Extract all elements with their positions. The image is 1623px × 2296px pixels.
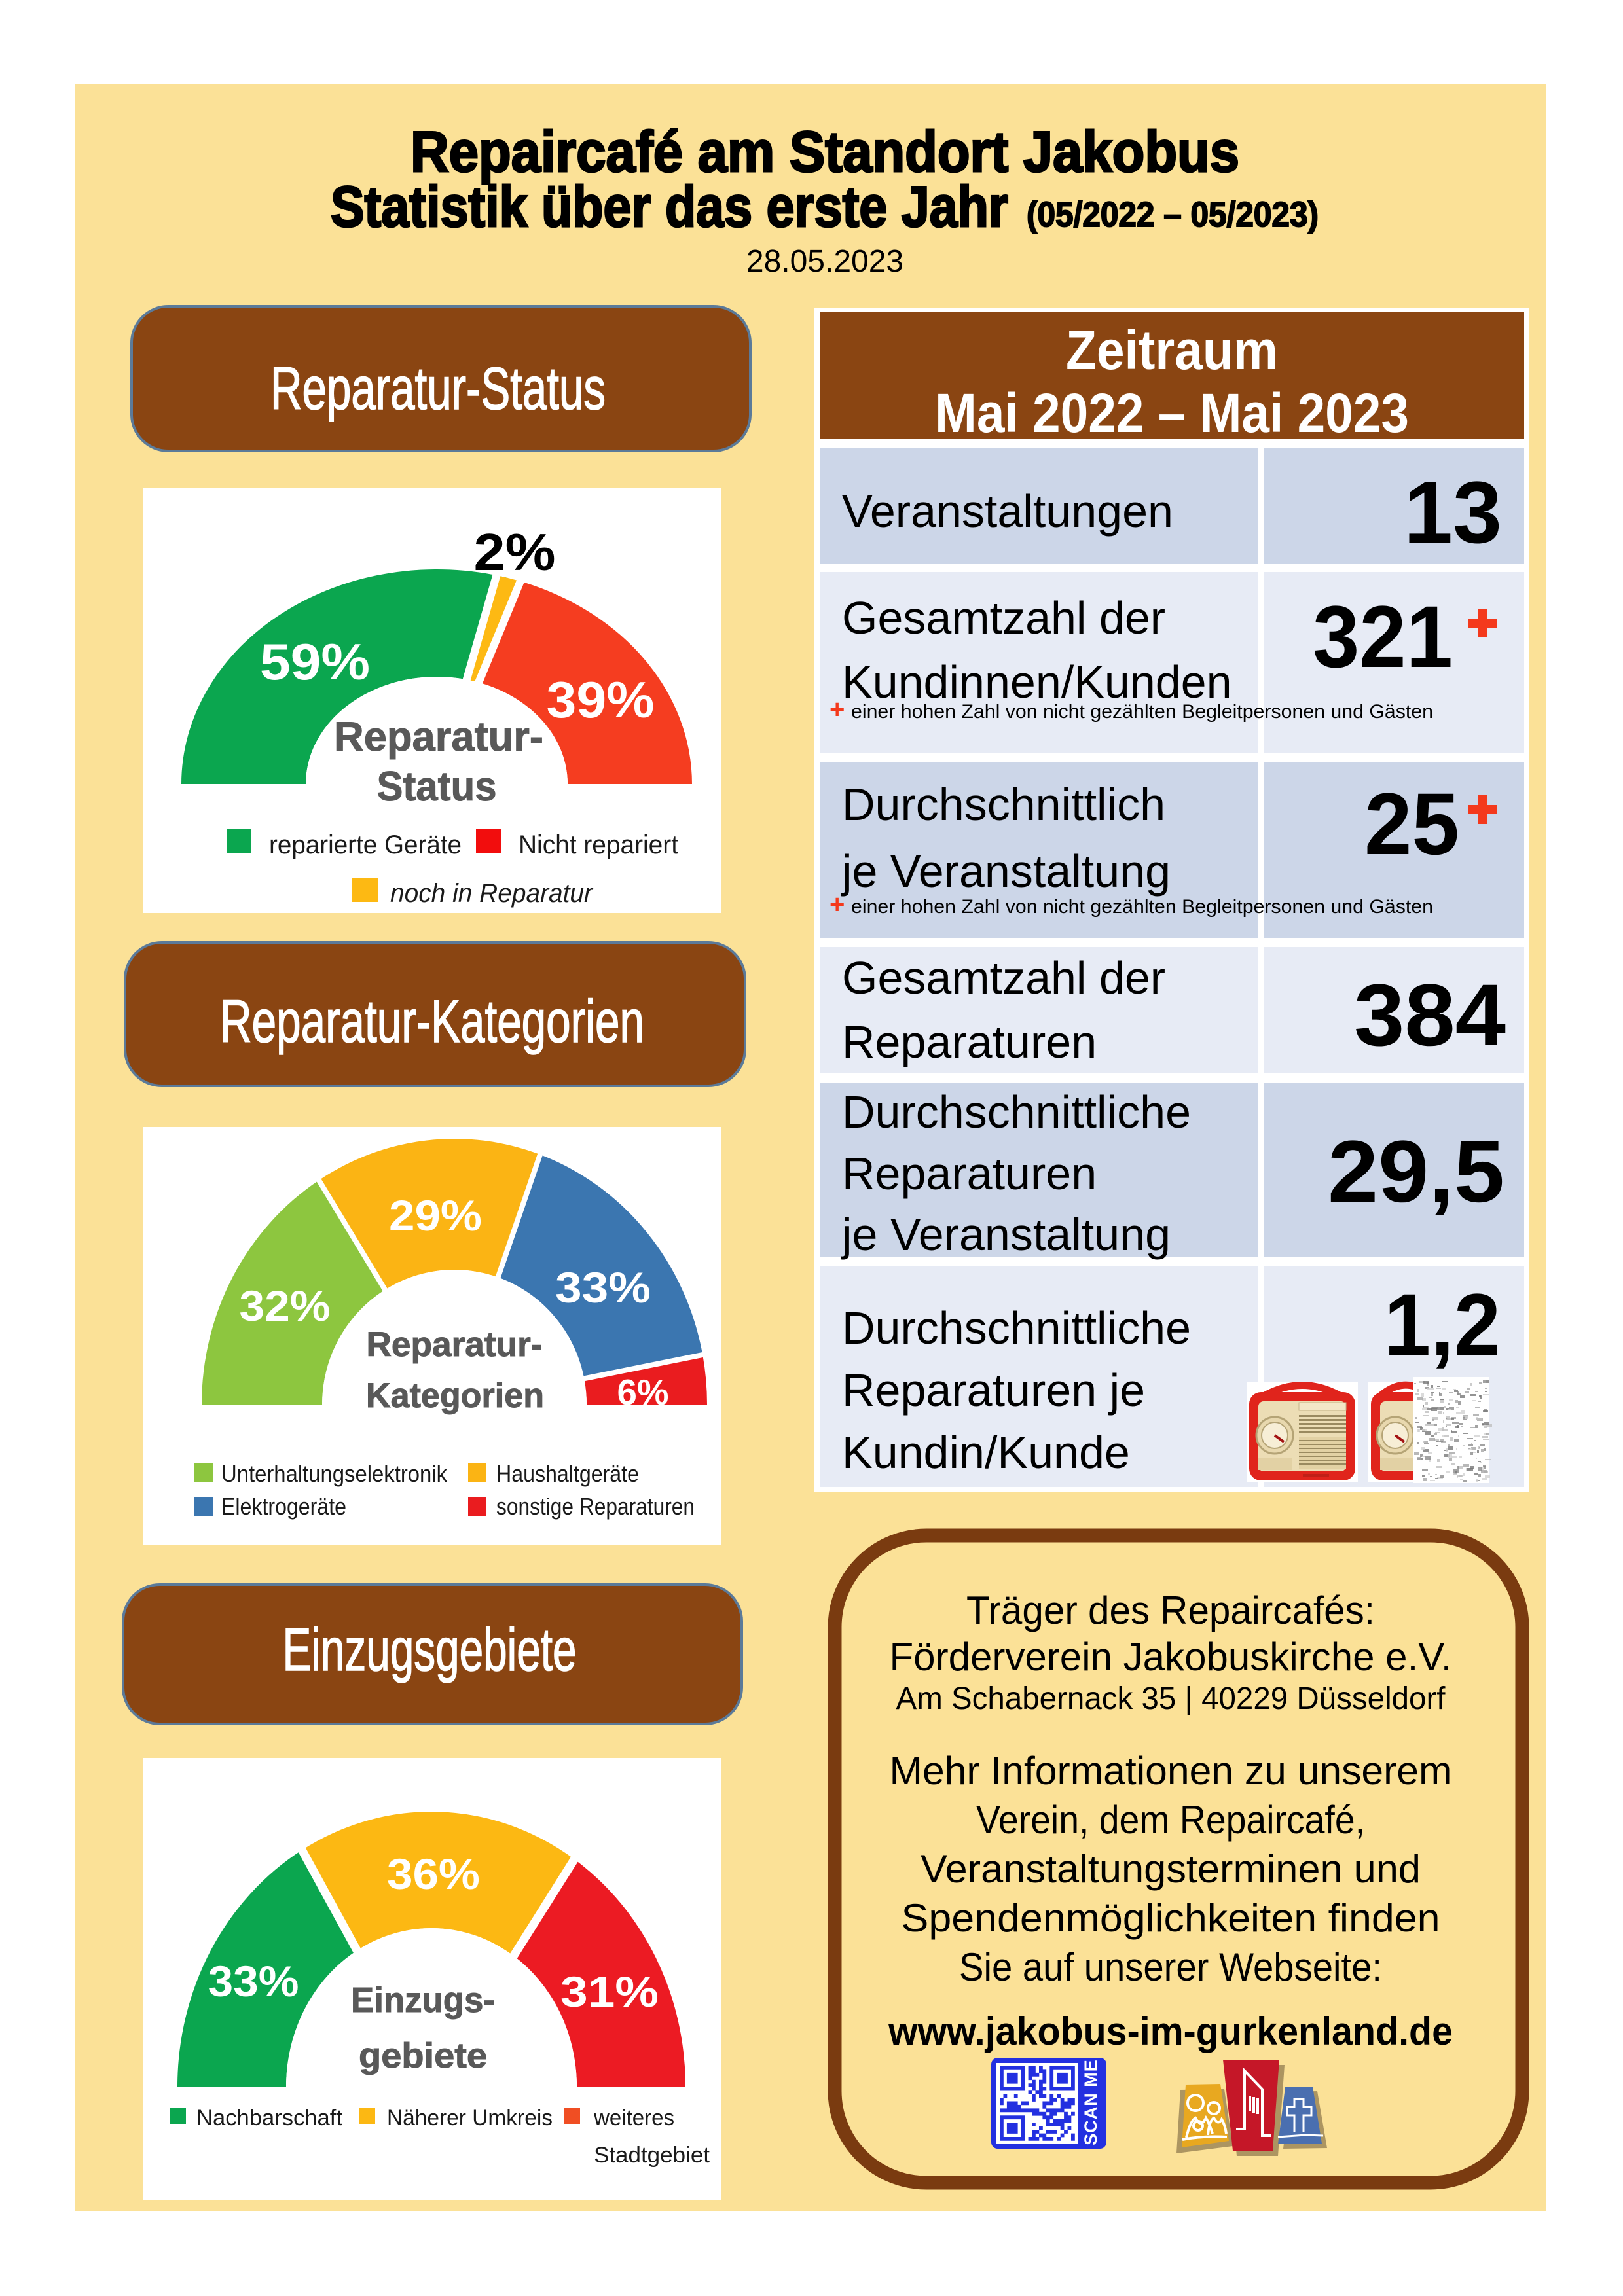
- svg-text:Nachbarschaft: Nachbarschaft: [196, 2106, 343, 2130]
- svg-text:Spendenmöglichkeiten finden: Spendenmöglichkeiten finden: [902, 1896, 1440, 1940]
- svg-text:Kundin/Kunde: Kundin/Kunde: [842, 1427, 1130, 1478]
- svg-text:321: 321: [1313, 588, 1453, 686]
- svg-text:25: 25: [1364, 776, 1459, 873]
- svg-text:39%: 39%: [547, 671, 655, 728]
- svg-text:Mai 2022 – Mai 2023: Mai 2022 – Mai 2023: [935, 382, 1409, 444]
- svg-text:384: 384: [1354, 967, 1506, 1064]
- svg-text:Näherer Umkreis: Näherer Umkreis: [387, 2106, 553, 2130]
- svg-text:29,5: 29,5: [1328, 1123, 1504, 1221]
- svg-text:Mehr Informationen zu unserem: Mehr Informationen zu unserem: [890, 1749, 1452, 1793]
- svg-text:Veranstaltungsterminen und: Veranstaltungsterminen und: [921, 1847, 1421, 1891]
- svg-text:Nicht repariert: Nicht repariert: [519, 831, 678, 859]
- svg-text:+: +: [830, 695, 845, 724]
- svg-text:Repaircafé am Standort Jakobus: Repaircafé am Standort Jakobus: [410, 119, 1239, 184]
- svg-text:Förderverein Jakobuskirche e.V: Förderverein Jakobuskirche e.V.: [890, 1635, 1452, 1679]
- svg-text:Veranstaltungen: Veranstaltungen: [842, 486, 1173, 537]
- svg-text:Reparatur-Status: Reparatur-Status: [270, 355, 606, 422]
- svg-text:Haushaltgeräte: Haushaltgeräte: [496, 1460, 639, 1487]
- svg-text:+: +: [830, 890, 845, 919]
- svg-text:(05/2022 – 05/2023): (05/2022 – 05/2023): [1027, 195, 1319, 234]
- svg-text:Kategorien: Kategorien: [366, 1376, 544, 1415]
- svg-text:Kundinnen/Kunden: Kundinnen/Kunden: [842, 656, 1232, 708]
- svg-text:gebiete: gebiete: [359, 2036, 487, 2075]
- svg-text:Stadtgebiet: Stadtgebiet: [594, 2143, 710, 2168]
- svg-text:Elektrogeräte: Elektrogeräte: [221, 1493, 346, 1520]
- svg-text:je Veranstaltung: je Veranstaltung: [841, 1209, 1171, 1260]
- svg-text:2%: 2%: [474, 523, 556, 581]
- svg-text:einer hohen Zahl von nicht gez: einer hohen Zahl von nicht gezählten Beg…: [851, 896, 1433, 918]
- svg-text:36%: 36%: [387, 1850, 480, 1898]
- svg-text:Reparaturen: Reparaturen: [842, 1016, 1097, 1067]
- svg-text:weiteres: weiteres: [593, 2106, 674, 2130]
- svg-text:Gesamtzahl der: Gesamtzahl der: [842, 952, 1165, 1003]
- svg-text:29%: 29%: [389, 1191, 482, 1240]
- svg-text:Status: Status: [377, 764, 497, 810]
- svg-text:1,2: 1,2: [1384, 1276, 1501, 1374]
- svg-text:Reparaturen: Reparaturen: [842, 1148, 1097, 1199]
- svg-text:Reparatur-: Reparatur-: [367, 1325, 543, 1364]
- svg-text:sonstige Reparaturen: sonstige Reparaturen: [496, 1493, 695, 1520]
- svg-text:Einzugs-: Einzugs-: [351, 1981, 495, 2020]
- svg-text:59%: 59%: [260, 633, 370, 691]
- svg-text:Reparatur-: Reparatur-: [334, 714, 543, 760]
- svg-text:13: 13: [1404, 464, 1502, 562]
- svg-text:Reparaturen je: Reparaturen je: [842, 1365, 1145, 1416]
- svg-text:www.jakobus-im-gurkenland.de: www.jakobus-im-gurkenland.de: [888, 2009, 1453, 2053]
- svg-text:Zeitraum: Zeitraum: [1066, 319, 1278, 381]
- svg-text:SCAN ME: SCAN ME: [1081, 2059, 1101, 2145]
- svg-text:je Veranstaltung: je Veranstaltung: [841, 846, 1171, 897]
- svg-text:6%: 6%: [617, 1372, 669, 1412]
- svg-text:einer hohen Zahl von nicht gez: einer hohen Zahl von nicht gezählten Beg…: [851, 701, 1433, 723]
- svg-text:Reparatur-Kategorien: Reparatur-Kategorien: [220, 988, 644, 1055]
- svg-text:Träger des Repaircafés:: Träger des Repaircafés:: [966, 1588, 1375, 1632]
- svg-text:noch in Reparatur: noch in Reparatur: [390, 879, 594, 908]
- svg-text:Durchschnittlich: Durchschnittlich: [842, 779, 1165, 830]
- svg-text:Gesamtzahl der: Gesamtzahl der: [842, 592, 1165, 643]
- svg-text:Einzugsgebiete: Einzugsgebiete: [283, 1617, 577, 1683]
- svg-text:Am Schabernack 35 | 40229 Düss: Am Schabernack 35 | 40229 Düsseldorf: [896, 1681, 1446, 1716]
- svg-text:Unterhaltungselektronik: Unterhaltungselektronik: [221, 1460, 448, 1487]
- svg-text:reparierte Geräte: reparierte Geräte: [269, 831, 462, 859]
- svg-text:Durchschnittliche: Durchschnittliche: [842, 1086, 1191, 1138]
- svg-text:33%: 33%: [208, 1957, 299, 2005]
- svg-text:33%: 33%: [555, 1263, 651, 1312]
- svg-text:Statistik über das erste Jahr: Statistik über das erste Jahr: [331, 174, 1008, 239]
- svg-text:Sie auf unserer Webseite:: Sie auf unserer Webseite:: [959, 1945, 1382, 1989]
- svg-text:32%: 32%: [240, 1282, 331, 1330]
- svg-text:Durchschnittliche: Durchschnittliche: [842, 1302, 1191, 1354]
- svg-text:28.05.2023: 28.05.2023: [746, 244, 903, 279]
- svg-text:31%: 31%: [560, 1967, 659, 2016]
- svg-text:Verein, dem Repaircafé,: Verein, dem Repaircafé,: [976, 1798, 1365, 1842]
